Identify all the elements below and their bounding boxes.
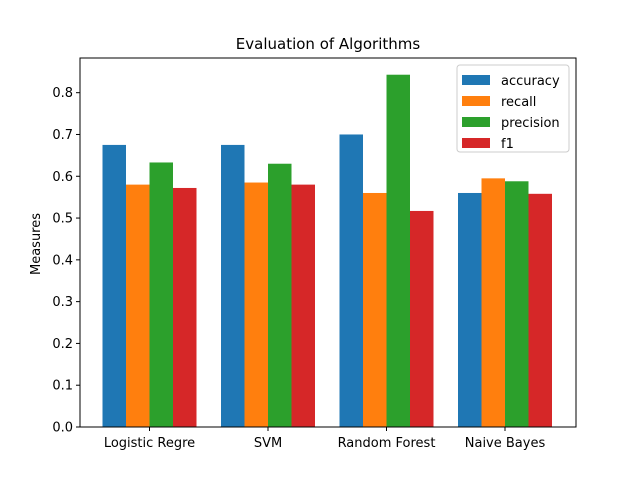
y-tick-label: 0.2 — [52, 337, 73, 352]
y-tick-label: 0.6 — [52, 170, 73, 185]
bar-recall-1 — [126, 184, 150, 427]
y-tick-label: 0.7 — [52, 128, 73, 143]
y-tick-label: 0.1 — [52, 379, 73, 394]
bar-f1-3 — [410, 210, 434, 427]
y-tick-label: 0.0 — [52, 421, 73, 436]
legend-label-precision: precision — [501, 116, 560, 131]
bar-recall-2 — [244, 182, 268, 427]
legend-swatch-precision — [462, 117, 490, 127]
axes-group: 0.0 0.1 0.2 0.3 0.4 0.5 0.6 0.7 0.8 Logistic Regr… — [52, 57, 577, 451]
plot-frame — [79, 57, 577, 428]
bar-precision-2 — [268, 163, 292, 428]
bar-precision-3 — [386, 74, 410, 427]
legend-swatch-f1 — [462, 138, 490, 148]
legend: accuracy recall precision f1 — [456, 64, 570, 153]
bar-accuracy-2 — [221, 144, 245, 427]
bar-f1-2 — [291, 184, 315, 427]
y-tick-label: 0.3 — [52, 295, 73, 310]
bar-recall-4 — [481, 178, 505, 427]
y-tick-label: 0.8 — [52, 86, 73, 101]
chart-title: Evaluation of Algorithms — [236, 35, 421, 53]
legend-label-accuracy: accuracy — [501, 74, 560, 89]
bar-accuracy-3 — [339, 134, 363, 427]
bar-accuracy-4 — [458, 192, 482, 427]
x-tick-label: SVM — [254, 436, 282, 451]
legend-swatch-recall — [462, 96, 490, 106]
bar-f1-4 — [528, 193, 552, 427]
bar-accuracy-1 — [102, 144, 126, 427]
legend-swatch-accuracy — [462, 75, 490, 85]
y-axis-label: Measures — [29, 213, 44, 275]
x-tick-label: Random Forest — [338, 436, 436, 451]
x-tick-label: Naive Bayes — [465, 436, 546, 451]
bar-precision-4 — [505, 181, 529, 427]
x-tick-label: Logistic Regre — [104, 436, 195, 451]
legend-label-f1: f1 — [501, 137, 514, 152]
legend-box — [456, 64, 570, 153]
bar-precision-1 — [149, 162, 173, 427]
y-tick-label: 0.4 — [52, 253, 73, 268]
legend-label-recall: recall — [501, 95, 536, 110]
bar-recall-3 — [363, 192, 387, 427]
bars-group — [102, 74, 552, 428]
y-tick-label: 0.5 — [52, 212, 73, 227]
bar-f1-1 — [173, 187, 197, 427]
